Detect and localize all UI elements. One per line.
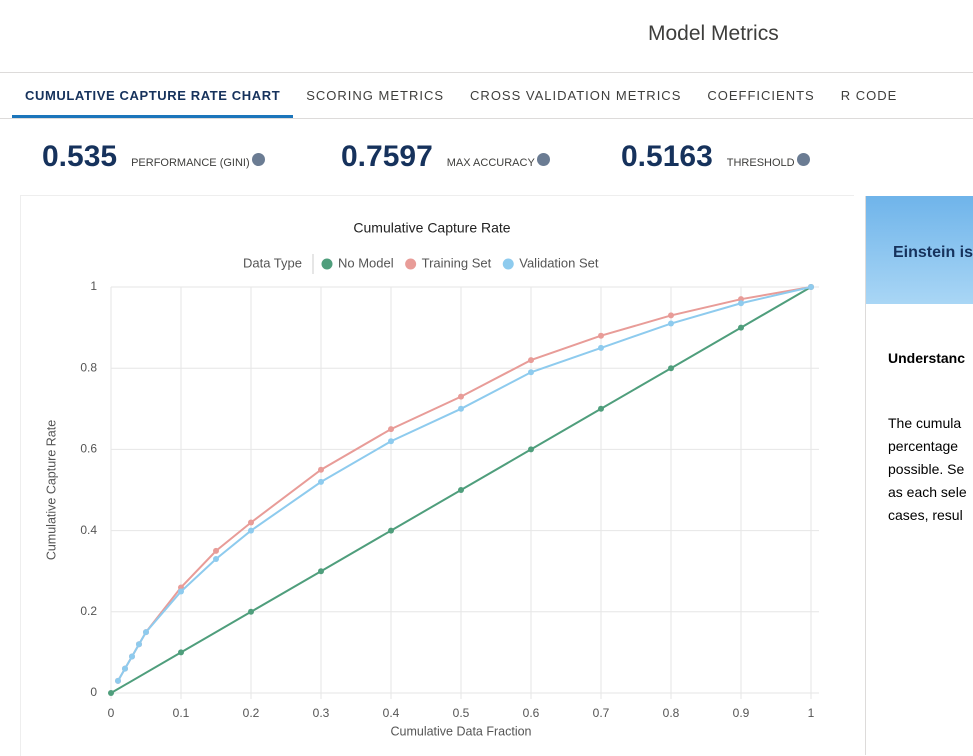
x-tick-label: 0.4 [383, 706, 400, 720]
data-point [178, 588, 184, 595]
y-tick-label: 0.2 [80, 604, 97, 618]
panel-text: The cumula percentage possible. Se as ea… [888, 412, 967, 527]
text-line: possible. Se [888, 461, 965, 477]
data-point [668, 320, 674, 327]
data-point [213, 547, 219, 554]
x-tick-label: 0.7 [593, 706, 610, 720]
data-point [528, 446, 534, 453]
x-tick-label: 0.5 [453, 706, 470, 720]
data-point [458, 405, 464, 412]
info-icon[interactable] [796, 153, 810, 166]
data-point [458, 487, 464, 493]
y-axis-title: Cumulative Capture Rate [44, 420, 58, 560]
data-point [318, 478, 324, 485]
data-point [528, 357, 534, 364]
x-tick-label: 1 [808, 706, 815, 720]
text-line: The cumula [888, 415, 962, 431]
data-point [738, 300, 744, 307]
metric-label: THRESHOLD [726, 157, 795, 169]
x-tick-label: 0.9 [733, 706, 750, 720]
data-point [668, 365, 674, 372]
data-point [248, 527, 254, 534]
series-line [117, 286, 812, 682]
data-point [178, 649, 184, 656]
data-point [129, 653, 135, 660]
legend-marker [405, 258, 417, 270]
page-title: Model Metrics [648, 22, 779, 45]
data-point [388, 426, 394, 433]
data-point [458, 393, 464, 400]
data-point [598, 405, 604, 412]
divider [0, 72, 973, 73]
data-point [248, 608, 254, 615]
x-tick-label: 0.2 [243, 706, 260, 720]
metric: 0.7597 MAX ACCURACY [341, 140, 550, 174]
text-line: as each sele [888, 484, 967, 500]
metric: 0.5163 THRESHOLD [621, 140, 810, 174]
data-point [598, 344, 604, 351]
data-point [108, 690, 114, 696]
chart-card [20, 195, 854, 756]
data-point [738, 324, 744, 331]
y-tick-label: 0.8 [80, 360, 97, 374]
legend-label: Validation Set [519, 255, 599, 270]
data-point [808, 284, 814, 290]
legend-marker [321, 258, 333, 270]
data-point [668, 312, 674, 319]
y-tick-label: 1 [90, 279, 97, 293]
x-tick-label: 0.1 [173, 706, 190, 720]
tab-bar: CUMULATIVE CAPTURE RATE CHART SCORING ME… [12, 88, 910, 118]
x-axis-title: Cumulative Data Fraction [390, 724, 531, 738]
x-tick-label: 0.8 [663, 706, 680, 720]
x-tick-label: 0 [108, 706, 115, 720]
chart-title: Cumulative Capture Rate [353, 220, 510, 236]
y-tick-label: 0.4 [80, 523, 97, 537]
banner-text: Einstein is [893, 244, 973, 261]
metric-label: MAX ACCURACY [446, 157, 535, 169]
tab[interactable]: COEFFICIENTS [707, 88, 815, 103]
info-icon[interactable] [536, 153, 550, 166]
metric-label: PERFORMANCE (GINI) [131, 157, 250, 169]
data-point [318, 568, 324, 575]
chart: Cumulative Capture Rate Data Type Cumula… [44, 220, 819, 738]
legend-title: Data Type [243, 255, 302, 270]
text-line: cases, resul [888, 507, 963, 523]
text-line: percentage [888, 438, 959, 454]
data-point [388, 527, 394, 534]
data-point [213, 556, 219, 563]
divider [0, 118, 973, 119]
tab[interactable]: SCORING METRICS [306, 88, 445, 103]
tab[interactable]: CROSS VALIDATION METRICS [470, 88, 682, 103]
series-line [117, 286, 812, 682]
x-tick-label: 0.3 [313, 706, 330, 720]
data-point [318, 466, 324, 473]
info-icon[interactable] [251, 153, 265, 166]
metric-value: 0.7597 [341, 140, 433, 173]
tab[interactable]: CUMULATIVE CAPTURE RATE CHART [12, 88, 294, 118]
data-point [136, 641, 142, 648]
side-panel: Einstein is Understanc The cumula percen… [865, 196, 973, 755]
data-point [115, 677, 121, 684]
panel-heading: Understanc [888, 350, 966, 366]
legend-label: Training Set [422, 255, 492, 270]
tab[interactable]: R CODE [840, 88, 898, 103]
data-point [143, 629, 149, 636]
y-tick-label: 0.6 [80, 442, 97, 456]
data-point [528, 369, 534, 376]
data-point [598, 332, 604, 339]
data-point [248, 519, 254, 526]
metric-value: 0.5163 [621, 140, 713, 173]
legend-marker [502, 258, 514, 270]
legend-label: No Model [338, 255, 394, 270]
x-tick-label: 0.6 [523, 706, 540, 720]
banner [866, 196, 973, 304]
data-point [122, 665, 128, 672]
metric: 0.535 PERFORMANCE (GINI) [42, 140, 265, 174]
data-point [388, 438, 394, 445]
metric-value: 0.535 [42, 140, 118, 173]
y-tick-label: 0 [90, 685, 97, 699]
